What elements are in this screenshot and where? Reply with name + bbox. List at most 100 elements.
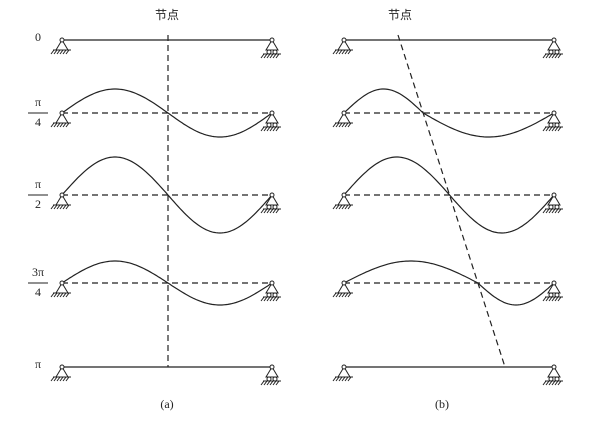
hatch	[335, 122, 340, 128]
roller	[548, 204, 554, 210]
hatch	[545, 380, 550, 386]
hatch	[548, 126, 553, 132]
hatch	[269, 380, 274, 386]
hatch	[347, 292, 352, 298]
drawing: 0 π 4 π 2 3π 4 π	[28, 30, 563, 386]
row-label: π	[35, 357, 41, 371]
hatch	[344, 122, 349, 128]
hatch	[545, 53, 550, 59]
hatch	[260, 296, 265, 302]
hinge	[551, 364, 557, 370]
roller	[548, 292, 554, 298]
row-label-numerator: π	[35, 177, 41, 191]
hatch	[50, 376, 55, 382]
hatch	[341, 376, 346, 382]
hatch	[65, 49, 70, 55]
hatch	[542, 296, 547, 302]
roller	[272, 204, 278, 210]
row-label-numerator: 3π	[32, 265, 44, 279]
hatch	[53, 292, 58, 298]
hatch	[347, 49, 352, 55]
hatch	[542, 208, 547, 214]
hatch	[338, 376, 343, 382]
hatch	[548, 380, 553, 386]
hatch	[332, 204, 337, 210]
hatch	[266, 380, 271, 386]
support	[265, 366, 279, 378]
hatch	[266, 208, 271, 214]
hatch	[554, 126, 559, 132]
hatch	[263, 380, 268, 386]
support	[547, 194, 561, 206]
hatch	[554, 380, 559, 386]
row-label: 0	[35, 30, 41, 44]
hatch	[269, 53, 274, 59]
support	[265, 112, 279, 124]
hatch	[269, 126, 274, 132]
hatch	[338, 204, 343, 210]
roller	[554, 292, 560, 298]
hatch	[551, 53, 556, 59]
hatch	[347, 204, 352, 210]
hatch	[344, 49, 349, 55]
hatch	[266, 53, 271, 59]
hatch	[551, 296, 556, 302]
hatch	[332, 376, 337, 382]
hatch	[335, 49, 340, 55]
hatch	[338, 292, 343, 298]
roller	[272, 376, 278, 382]
hatch	[338, 122, 343, 128]
hatch	[542, 53, 547, 59]
hinge	[341, 364, 347, 370]
hatch	[53, 376, 58, 382]
hatch	[272, 126, 277, 132]
roller	[548, 376, 554, 382]
row-label-denominator: 2	[35, 197, 41, 211]
hatch	[56, 49, 61, 55]
panel-caption: (b)	[435, 397, 449, 411]
roller	[554, 49, 560, 55]
roller	[266, 204, 272, 210]
hatch	[65, 292, 70, 298]
hinge	[59, 110, 65, 116]
hinge	[551, 37, 557, 43]
hatch	[275, 296, 280, 302]
node-label: 节点	[155, 8, 179, 22]
hatch	[62, 204, 67, 210]
roller	[272, 292, 278, 298]
hatch	[62, 376, 67, 382]
hatch	[272, 296, 277, 302]
hatch	[557, 126, 562, 132]
hatch	[56, 204, 61, 210]
hatch	[260, 380, 265, 386]
hinge	[341, 110, 347, 116]
node-label: 节点	[388, 8, 412, 22]
hatch	[557, 53, 562, 59]
hatch	[554, 296, 559, 302]
panel-caption: (a)	[160, 397, 173, 411]
hinge	[269, 110, 275, 116]
hatch	[554, 208, 559, 214]
hatch	[335, 376, 340, 382]
hatch	[545, 208, 550, 214]
hatch	[335, 292, 340, 298]
hatch	[335, 204, 340, 210]
hatch	[50, 122, 55, 128]
roller	[554, 376, 560, 382]
hatch	[332, 122, 337, 128]
row-label-numerator: π	[35, 95, 41, 109]
hatch	[347, 122, 352, 128]
hatch	[53, 122, 58, 128]
hatch	[557, 208, 562, 214]
hatch	[344, 292, 349, 298]
hatch	[65, 122, 70, 128]
support	[265, 194, 279, 206]
hinge	[341, 280, 347, 286]
hatch	[263, 208, 268, 214]
hatch	[542, 380, 547, 386]
hatch	[332, 49, 337, 55]
wave	[61, 260, 273, 306]
wave	[61, 156, 273, 234]
hatch	[545, 296, 550, 302]
